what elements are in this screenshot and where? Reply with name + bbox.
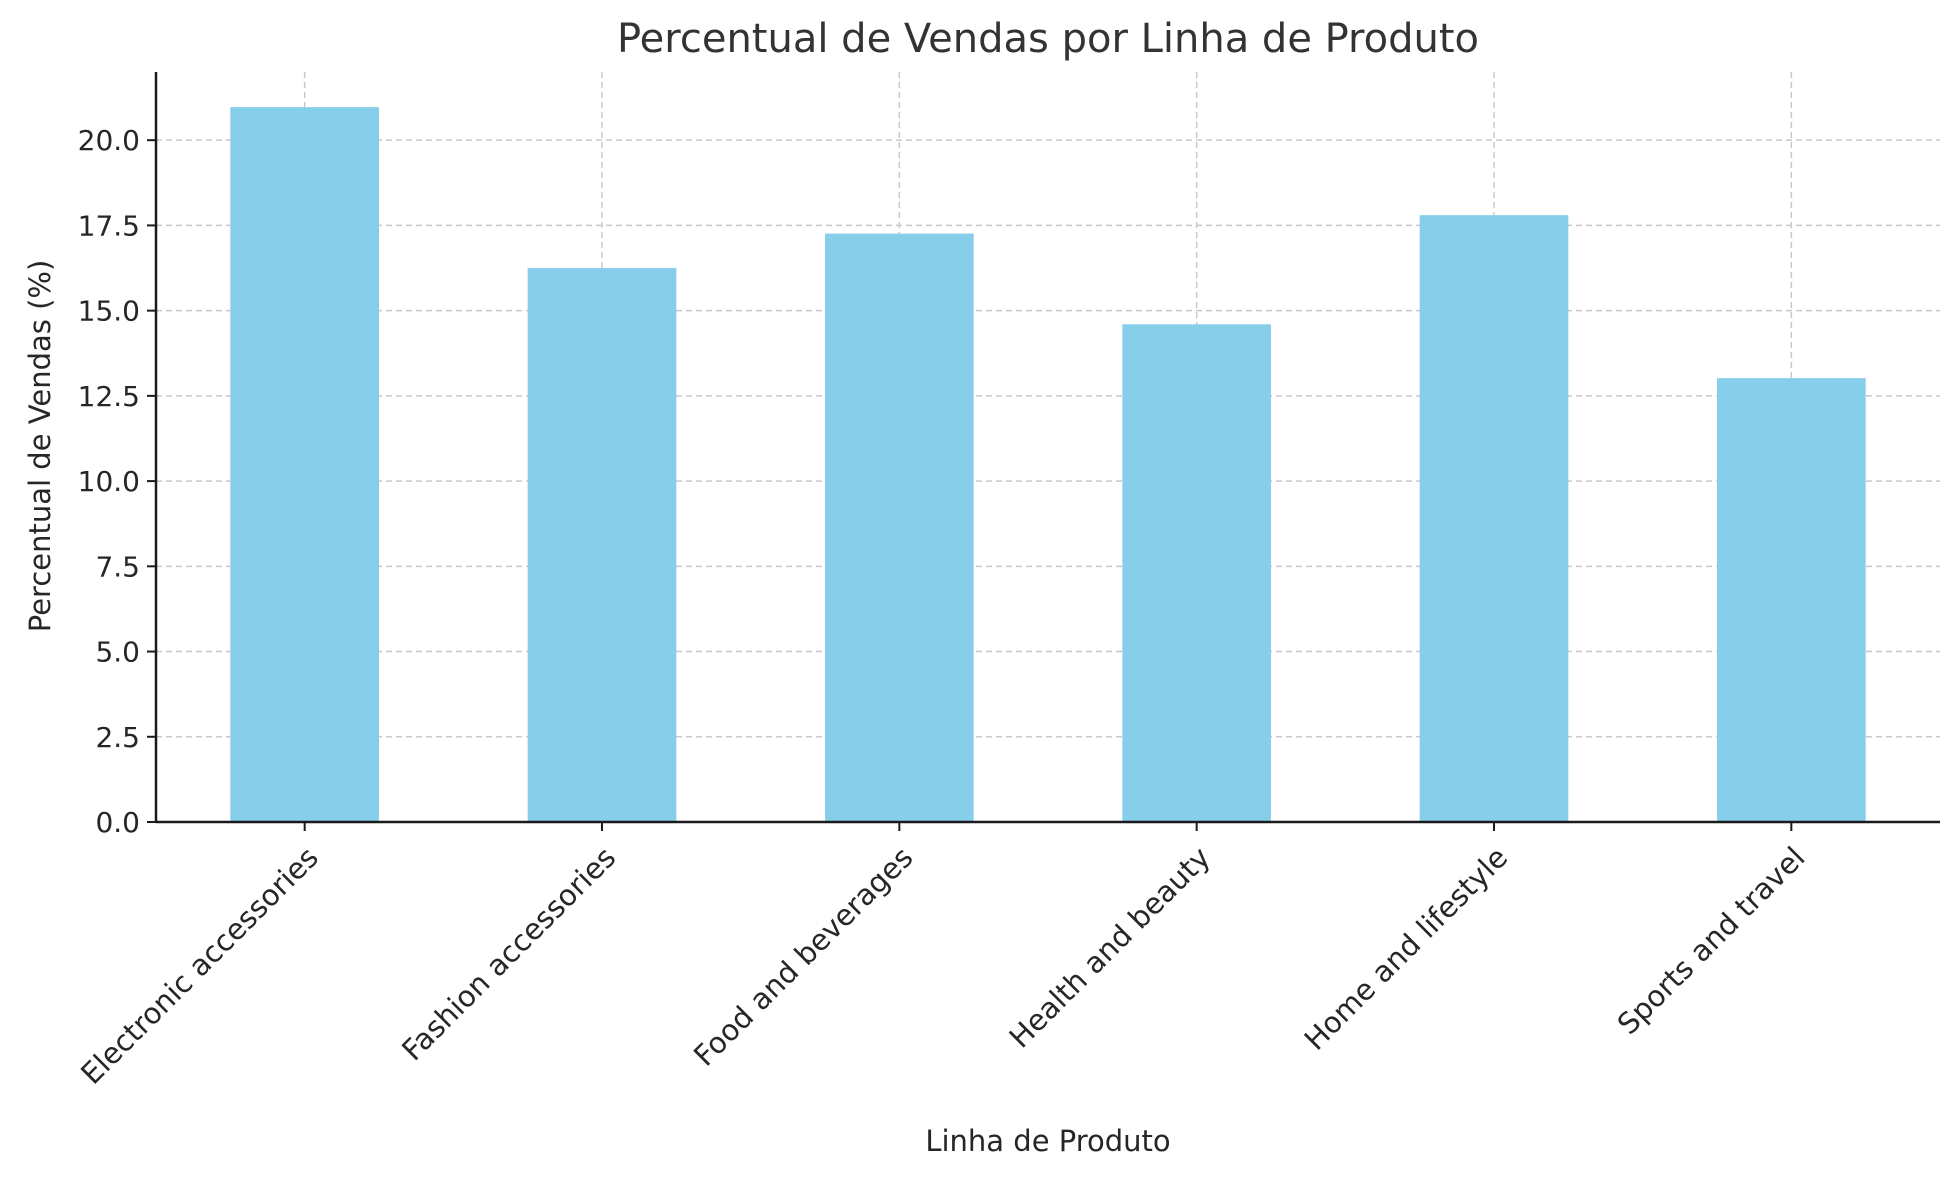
x-ticks: Electronic accessories Fashion accessorie… bbox=[74, 822, 1812, 1091]
y-tick-label: 2.5 bbox=[95, 721, 140, 754]
y-ticks: 0.0 2.5 5.0 7.5 10.0 12.5 15.0 17.5 20.0 bbox=[78, 124, 156, 839]
x-tick-label: Health and beauty bbox=[1003, 840, 1217, 1054]
y-tick-label: 12.5 bbox=[78, 380, 140, 413]
chart-title: Percentual de Vendas por Linha de Produt… bbox=[617, 16, 1479, 62]
bar-fashion-accessories bbox=[527, 268, 677, 823]
y-tick-label: 0.0 bbox=[95, 806, 140, 839]
axes bbox=[154, 72, 1940, 824]
x-axis-label: Linha de Produto bbox=[925, 1124, 1170, 1158]
y-tick-label: 15.0 bbox=[78, 295, 140, 328]
x-tick-label: Home and lifestyle bbox=[1298, 840, 1515, 1057]
y-tick-label: 10.0 bbox=[78, 465, 140, 498]
y-tick-label: 5.0 bbox=[95, 636, 140, 669]
gridlines bbox=[156, 72, 1940, 823]
y-tick-label: 7.5 bbox=[95, 550, 140, 583]
y-tick-label: 17.5 bbox=[78, 209, 140, 242]
bar-home-and-lifestyle bbox=[1419, 215, 1569, 822]
x-tick-label: Food and beverages bbox=[687, 840, 920, 1073]
bar-electronic-accessories bbox=[230, 107, 379, 822]
y-tick-label: 20.0 bbox=[78, 124, 140, 157]
x-tick-label: Fashion accessories bbox=[395, 840, 622, 1067]
bar-food-and-beverages bbox=[825, 233, 974, 822]
y-axis-label: Percentual de Vendas (%) bbox=[23, 260, 57, 633]
bar-sports-and-travel bbox=[1717, 378, 1866, 822]
x-tick-label: Sports and travel bbox=[1611, 840, 1812, 1041]
bar-health-and-beauty bbox=[1122, 324, 1271, 822]
x-tick-label: Electronic accessories bbox=[74, 840, 325, 1091]
bars bbox=[230, 107, 1866, 823]
